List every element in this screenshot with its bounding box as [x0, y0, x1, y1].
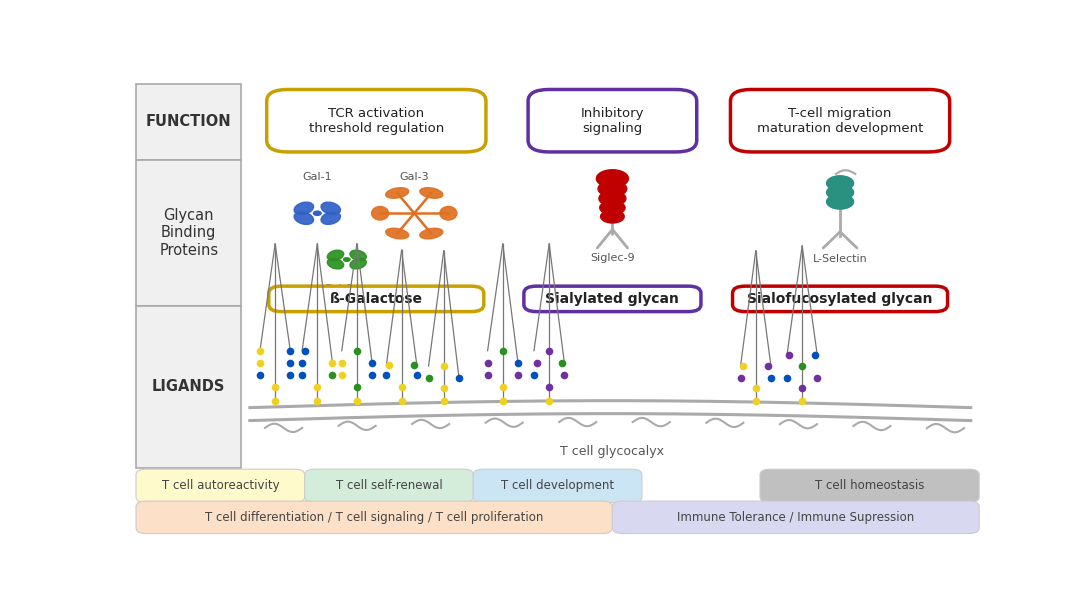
FancyBboxPatch shape [267, 90, 486, 152]
FancyBboxPatch shape [732, 286, 948, 311]
Text: ß-Galactose: ß-Galactose [330, 292, 423, 306]
Circle shape [596, 169, 629, 188]
Circle shape [598, 181, 627, 197]
FancyBboxPatch shape [613, 501, 979, 534]
Text: T cell autoreactivity: T cell autoreactivity [161, 480, 280, 492]
FancyBboxPatch shape [759, 469, 979, 502]
Circle shape [601, 210, 625, 223]
Ellipse shape [327, 250, 344, 261]
Ellipse shape [420, 188, 443, 198]
Text: Inhibitory
signaling: Inhibitory signaling [581, 107, 644, 135]
Ellipse shape [321, 202, 341, 215]
Text: T cell self-renewal: T cell self-renewal [335, 480, 443, 492]
Text: Immune Tolerance / Immune Supression: Immune Tolerance / Immune Supression [677, 511, 914, 524]
Circle shape [827, 194, 854, 209]
FancyBboxPatch shape [730, 90, 950, 152]
Ellipse shape [350, 258, 367, 269]
Text: T cell development: T cell development [502, 480, 614, 492]
FancyBboxPatch shape [269, 286, 484, 311]
Text: T cell glycocalyx: T cell glycocalyx [560, 445, 665, 457]
Ellipse shape [440, 207, 457, 220]
Ellipse shape [294, 212, 313, 224]
Circle shape [598, 191, 626, 206]
FancyBboxPatch shape [136, 306, 242, 468]
Ellipse shape [294, 202, 313, 215]
Text: Gal-3: Gal-3 [399, 172, 429, 182]
Text: TCR activation
threshold regulation: TCR activation threshold regulation [309, 107, 444, 135]
Text: L-Selectin: L-Selectin [813, 254, 867, 264]
Circle shape [313, 211, 321, 215]
Text: Sialylated glycan: Sialylated glycan [545, 292, 679, 306]
Text: Gal-9: Gal-9 [323, 284, 354, 294]
Text: T-cell migration
maturation development: T-cell migration maturation development [757, 107, 924, 135]
Text: Glycan
Binding
Proteins: Glycan Binding Proteins [159, 208, 219, 258]
Circle shape [599, 201, 625, 215]
Ellipse shape [385, 228, 409, 239]
Text: LIGANDS: LIGANDS [152, 379, 225, 394]
FancyBboxPatch shape [528, 90, 696, 152]
FancyBboxPatch shape [136, 469, 305, 502]
FancyBboxPatch shape [524, 286, 701, 311]
Ellipse shape [385, 188, 409, 198]
Text: FUNCTION: FUNCTION [146, 114, 232, 129]
Ellipse shape [420, 228, 443, 239]
FancyBboxPatch shape [473, 469, 642, 502]
FancyBboxPatch shape [136, 84, 242, 160]
Circle shape [344, 258, 350, 261]
Circle shape [827, 185, 854, 200]
Ellipse shape [327, 258, 344, 269]
Ellipse shape [372, 207, 388, 220]
Circle shape [827, 175, 854, 191]
Ellipse shape [321, 212, 341, 224]
FancyBboxPatch shape [305, 469, 473, 502]
Ellipse shape [350, 250, 367, 261]
Text: Siglec-9: Siglec-9 [590, 252, 634, 263]
FancyBboxPatch shape [136, 501, 613, 534]
Text: Gal-1: Gal-1 [302, 172, 332, 182]
FancyBboxPatch shape [136, 160, 242, 306]
Text: Sialofucosylated glycan: Sialofucosylated glycan [747, 292, 932, 306]
Text: T cell homeostasis: T cell homeostasis [815, 480, 925, 492]
Text: T cell differentiation / T cell signaling / T cell proliferation: T cell differentiation / T cell signalin… [205, 511, 543, 524]
